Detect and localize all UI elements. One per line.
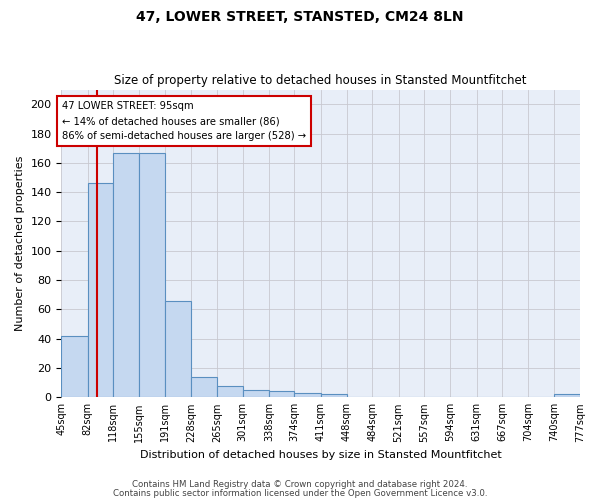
Title: Size of property relative to detached houses in Stansted Mountfitchet: Size of property relative to detached ho… <box>115 74 527 87</box>
Bar <box>295 393 321 398</box>
Bar <box>139 152 165 398</box>
Bar <box>243 390 269 398</box>
Bar <box>554 394 580 398</box>
Bar <box>113 152 139 398</box>
Bar <box>191 377 217 398</box>
Bar <box>321 394 347 398</box>
Bar <box>61 336 88 398</box>
Bar <box>165 300 191 398</box>
X-axis label: Distribution of detached houses by size in Stansted Mountfitchet: Distribution of detached houses by size … <box>140 450 502 460</box>
Text: 47, LOWER STREET, STANSTED, CM24 8LN: 47, LOWER STREET, STANSTED, CM24 8LN <box>136 10 464 24</box>
Y-axis label: Number of detached properties: Number of detached properties <box>15 156 25 331</box>
Bar <box>88 184 113 398</box>
Bar <box>217 386 243 398</box>
Text: 47 LOWER STREET: 95sqm
← 14% of detached houses are smaller (86)
86% of semi-det: 47 LOWER STREET: 95sqm ← 14% of detached… <box>62 102 306 141</box>
Bar <box>269 392 295 398</box>
Text: Contains HM Land Registry data © Crown copyright and database right 2024.: Contains HM Land Registry data © Crown c… <box>132 480 468 489</box>
Text: Contains public sector information licensed under the Open Government Licence v3: Contains public sector information licen… <box>113 488 487 498</box>
